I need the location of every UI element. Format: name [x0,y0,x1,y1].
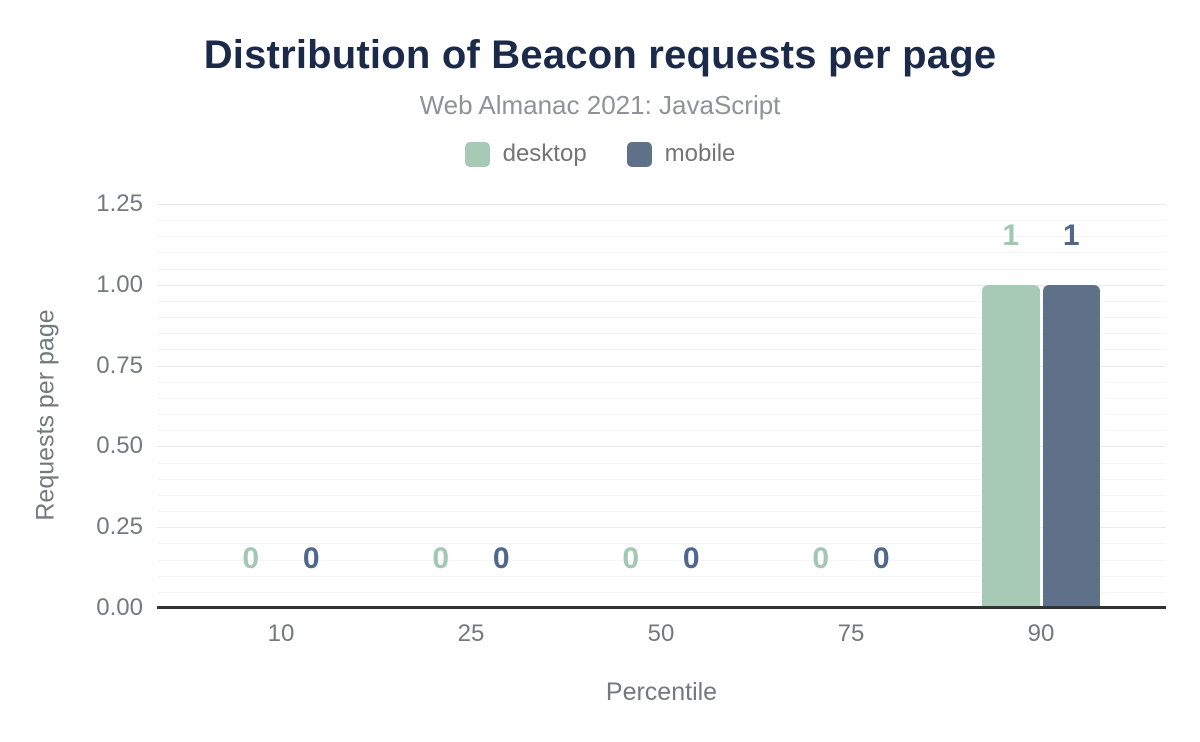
y-tick-label-0.00: 0.00 [96,594,143,621]
gridline-minor [157,268,1166,270]
data-label-mobile-p25: 0 [492,542,510,575]
x-tick-label-75: 75 [837,620,865,647]
gridline-minor [157,236,1166,238]
gridline-major [157,446,1166,448]
data-label-desktop-p10: 0 [242,542,260,575]
data-label-mobile-p10: 0 [302,542,320,575]
data-label-mobile-p75: 0 [872,542,890,575]
data-label-desktop-p50: 0 [622,542,640,575]
gridline-minor [157,478,1166,480]
data-label-desktop-p90: 1 [1002,218,1020,252]
data-label-desktop-p75: 0 [812,542,830,575]
gridline-minor [157,317,1166,319]
gridline-minor [157,414,1166,416]
legend-label: desktop [502,140,587,167]
legend-item-desktop: desktop [464,140,587,168]
y-tick-label-0.75: 0.75 [96,351,143,379]
x-axis-line [157,606,1166,609]
x-tick-label-10: 10 [267,620,295,647]
gridline-major [157,365,1166,367]
x-tick-label-50: 50 [647,620,675,647]
gridline-minor [157,559,1166,561]
gridline-minor [157,430,1166,432]
gridline-minor [157,591,1166,593]
gridline-minor [157,220,1166,222]
x-tick-label-90: 90 [1027,620,1055,647]
gridline-minor [157,575,1166,577]
legend-swatch-mobile [626,141,652,167]
gridline-minor [157,381,1166,383]
gridline-minor [157,349,1166,351]
bar-desktop-p90 [982,284,1040,608]
data-label-mobile-p50: 0 [682,542,700,575]
data-label-desktop-p25: 0 [432,542,450,575]
bar-mobile-p90 [1042,284,1100,608]
y-tick-label-0.50: 0.50 [96,432,143,460]
gridline-minor [157,543,1166,545]
y-axis-title: Requests per page [31,309,60,521]
gridline-major [157,284,1166,286]
gridline-minor [157,511,1166,513]
gridline-minor [157,252,1166,254]
y-tick-label-1.00: 1.00 [96,270,143,298]
chart-title: Distribution of Beacon requests per page [203,33,997,77]
chart-subtitle: Web Almanac 2021: JavaScript [419,90,781,120]
chart-legend: desktop mobile [0,140,1200,168]
gridline-minor [157,300,1166,302]
legend-label: mobile [664,140,736,167]
y-tick-label-0.25: 0.25 [96,513,143,541]
gridline-minor [157,462,1166,464]
gridline-minor [157,494,1166,496]
data-label-mobile-p90: 1 [1062,218,1080,252]
gridline-major [157,204,1166,205]
y-tick-label-1.25: 1.25 [96,190,143,217]
gridline-minor [157,333,1166,335]
x-axis-title: Percentile [605,678,718,706]
gridline-minor [157,397,1166,399]
legend-swatch-desktop [464,141,490,167]
legend-item-mobile: mobile [626,140,736,168]
x-tick-label-25: 25 [457,620,485,647]
plot-area: 0 0 0 0 0 0 0 0 1 1 [157,204,1166,609]
gridline-major [157,527,1166,529]
